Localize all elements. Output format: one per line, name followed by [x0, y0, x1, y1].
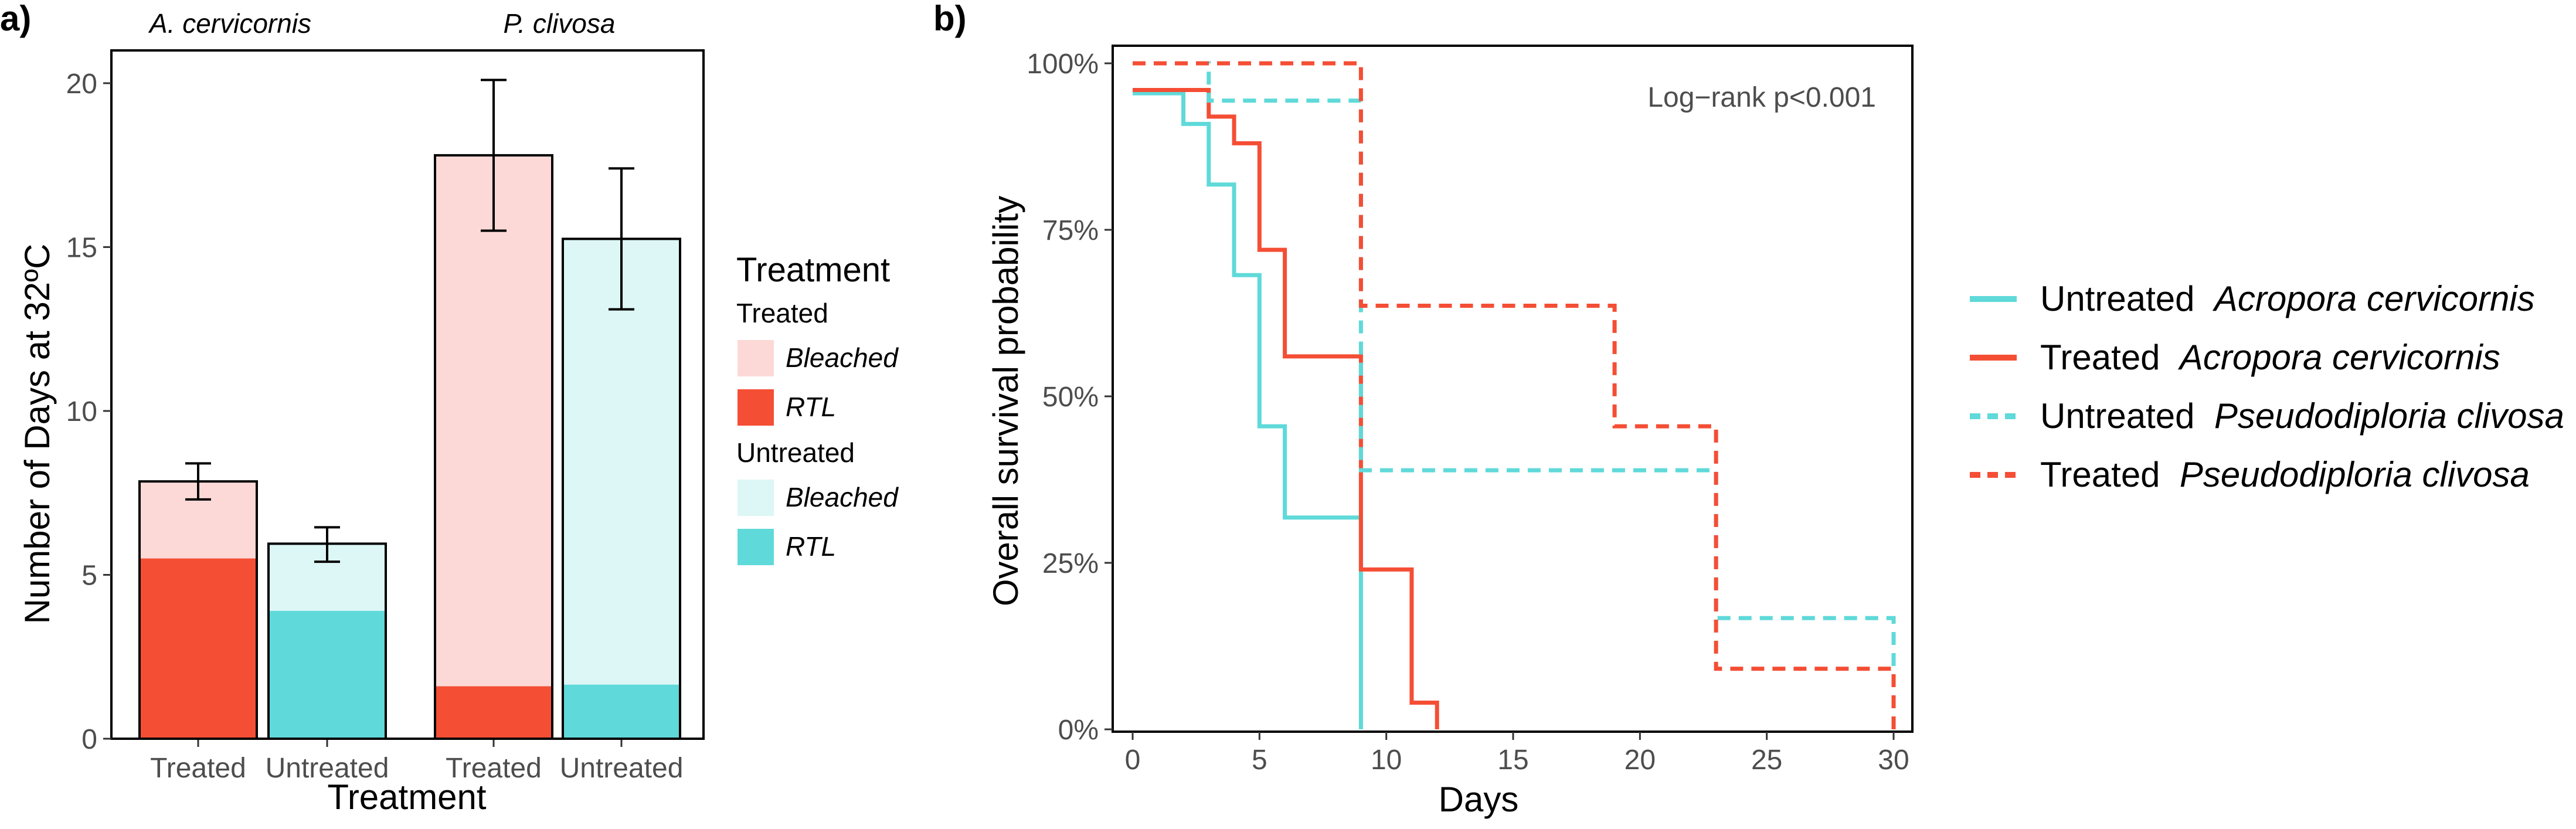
facet-label-pclivosa: P. clivosa: [504, 8, 616, 39]
survival-curve: [1133, 91, 1363, 729]
legend-entry-label: Treated Acropora cervicornis: [2040, 338, 2500, 377]
x-tick-label: Treated: [150, 753, 246, 784]
bar-rtl-segment: [563, 684, 680, 739]
bar-bleached-segment: [435, 155, 552, 687]
survival-curve: [1133, 87, 1439, 729]
y-tick-label: 100%: [1027, 49, 1099, 80]
legend-item-label: RTL: [786, 531, 836, 562]
x-tick-label: 30: [1878, 745, 1909, 776]
y-tick-label: 0: [81, 724, 97, 755]
x-tick-label: 0: [1125, 745, 1141, 776]
legend-entry-label: Treated Pseudodiploria clivosa: [2040, 455, 2530, 494]
x-tick-label: 10: [1371, 745, 1402, 776]
legend-swatch: [738, 340, 774, 376]
y-tick-label: 5: [81, 560, 97, 591]
legend-item-label: Bleached: [786, 482, 899, 512]
legend-entry-prefix: Untreated: [2040, 396, 2204, 436]
legend-item-label: Bleached: [786, 342, 899, 373]
panel-a-label: a): [0, 0, 31, 38]
y-tick-label: 10: [66, 396, 97, 427]
panel-b-axes: 0 5 10 15 20 25 30 0% 25% 50% 75% 100%: [1027, 45, 1914, 776]
bar-group: [138, 79, 681, 740]
panel-b-y-axis-title: Overall survival probability: [986, 196, 1025, 606]
bar-rtl-segment: [140, 558, 257, 739]
x-tick-label: Treated: [446, 753, 542, 784]
legend-title: Treatment: [736, 251, 890, 289]
legend-entry-label: Untreated Pseudodiploria clivosa: [2040, 396, 2564, 436]
legend-swatch: [738, 529, 774, 565]
y-tick-label: 50%: [1042, 382, 1099, 413]
panel-a-border: [110, 49, 705, 740]
legend-entry-species: Acropora cervicornis: [2204, 279, 2535, 318]
bar-bleached-segment: [563, 239, 680, 685]
legend-entry-prefix: Treated: [2040, 338, 2170, 377]
y-tick-label: 0%: [1058, 715, 1099, 746]
legend-entry-species: Pseudodiploria clivosa: [2170, 455, 2530, 494]
legend-entry-species: Acropora cervicornis: [2170, 338, 2500, 377]
survival-curve: [1133, 61, 1896, 729]
log-rank-annotation: Log−rank p<0.001: [1647, 82, 1876, 113]
x-tick-label: 25: [1751, 745, 1782, 776]
panel-b-survival-chart: 0 5 10 15 20 25 30 0% 25% 50% 75% 100% Log−rank p<0…: [986, 45, 2564, 819]
x-tick-label: Untreated: [560, 753, 684, 784]
legend-entry-label: Untreated Acropora cervicornis: [2040, 279, 2535, 318]
legend-swatch: [738, 389, 774, 426]
x-tick-label: 5: [1252, 745, 1267, 776]
survival-curve: [1133, 61, 1896, 729]
y-tick-label: 25%: [1042, 548, 1099, 579]
bar-rtl-segment: [435, 686, 552, 739]
x-tick-label: Untreated: [266, 753, 389, 784]
facet-label-acervicornis: A. cervicornis: [148, 8, 311, 39]
x-tick-label: 20: [1625, 745, 1656, 776]
panel-a-y-axis-title: Number of Days at 32ºC: [18, 244, 57, 624]
legend-group-title: Treated: [736, 298, 828, 328]
panel-b-border: [1112, 45, 1914, 733]
legend-entry-prefix: Treated: [2040, 455, 2170, 494]
legend-swatch: [738, 480, 774, 516]
panel-b-label: b): [933, 0, 967, 38]
y-tick-label: 15: [66, 232, 97, 263]
legend-entry-prefix: Untreated: [2040, 279, 2204, 318]
panel-a-legend: Treatment Treated Bleached RTL Untreated Ble…: [736, 251, 899, 565]
y-tick-label: 20: [66, 69, 97, 100]
bar-rtl-segment: [269, 610, 386, 739]
panel-a-bar-chart: A. cervicornis P. clivosa Treated Untreat…: [18, 8, 899, 817]
panel-a-axes: Treated Untreated Treated Untreated 0 5 10 15 20: [66, 49, 705, 784]
panel-a-x-axis-title: Treatment: [327, 777, 487, 817]
legend-item-label: RTL: [786, 392, 836, 422]
panel-b-x-axis-title: Days: [1439, 780, 1519, 819]
survival-curves: [1133, 61, 1896, 729]
legend-entry-species: Pseudodiploria clivosa: [2204, 396, 2564, 436]
y-tick-label: 75%: [1042, 215, 1099, 246]
x-tick-label: 15: [1497, 745, 1528, 776]
legend-group-title: Untreated: [736, 437, 855, 468]
